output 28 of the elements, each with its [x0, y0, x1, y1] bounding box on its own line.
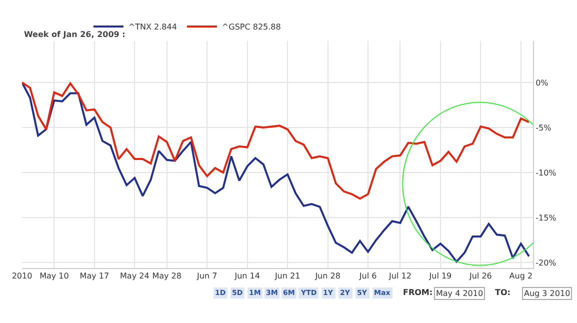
text: May 4 2010: [436, 289, 484, 298]
x-tick-label: 2010: [12, 272, 32, 281]
x-tick-label: Jul 6: [358, 272, 377, 281]
y-tick-label: -10%: [536, 168, 557, 178]
x-tick-label: Aug 2: [509, 272, 533, 281]
x-tick-label: May 17: [80, 272, 110, 281]
x-tick-label: Jun 28: [314, 272, 340, 281]
line-series: [22, 81, 530, 200]
y-tick-label: 0%: [536, 78, 549, 88]
line-series: [22, 81, 530, 263]
x-tick-label: May 24: [120, 272, 150, 281]
text: Week of Jan 26, 2009 :: [24, 30, 126, 39]
x-tick-label: Jun 21: [274, 272, 300, 281]
y-tick-label: -5%: [536, 123, 552, 132]
text: FROM:: [403, 288, 433, 297]
x-tick-label: May 10: [40, 272, 69, 281]
legend-label: ^GSPC 825.88: [222, 22, 281, 32]
x-tick-label: May 28: [152, 272, 182, 281]
x-tick-label: Jul 12: [388, 272, 412, 281]
y-tick-label: -20%: [536, 258, 557, 268]
x-tick-label: Jul 19: [428, 272, 452, 281]
legend-label: ^TNX 2.844: [128, 22, 177, 32]
y-tick-label: -15%: [536, 213, 557, 222]
x-tick-label: Jun 7: [196, 272, 218, 281]
x-tick-label: Jul 26: [468, 272, 492, 281]
x-tick-label: Jun 14: [234, 272, 260, 281]
text: Aug 3 2010: [524, 289, 570, 298]
text: TO:: [495, 288, 510, 297]
